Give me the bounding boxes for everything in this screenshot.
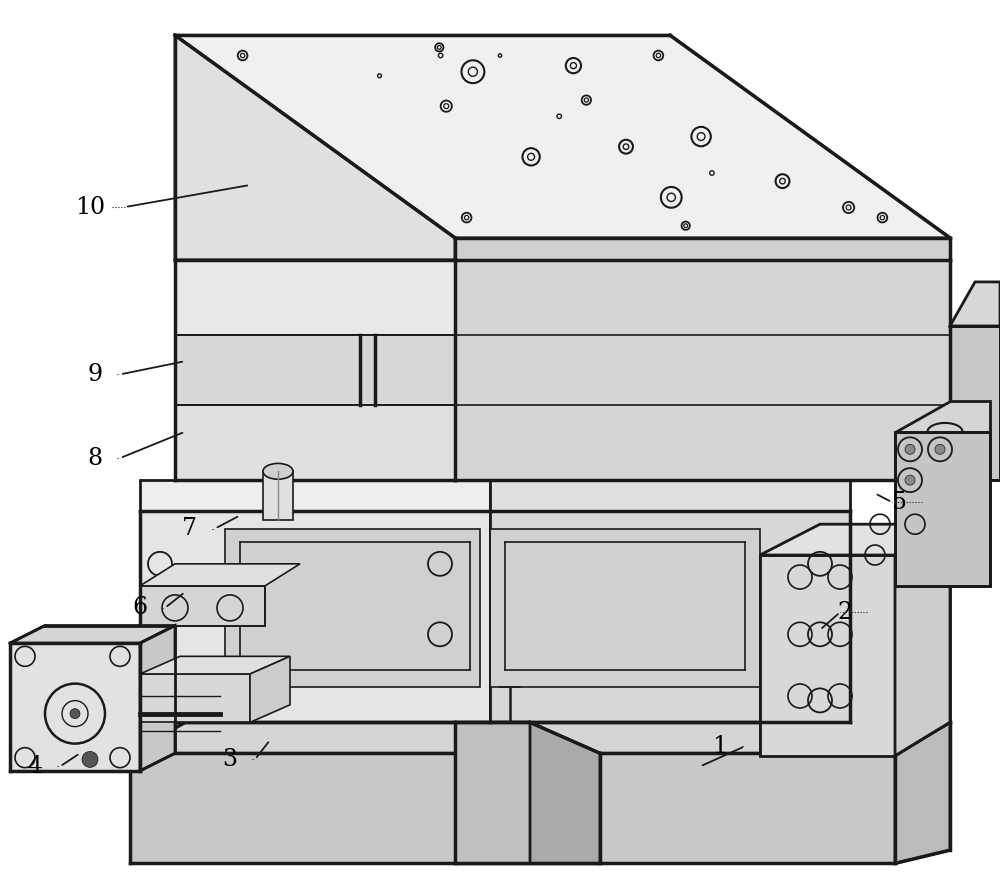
Polygon shape [490,511,850,722]
Polygon shape [225,529,480,687]
Circle shape [82,751,98,767]
Text: 10: 10 [75,196,105,218]
Text: 6: 6 [132,596,148,619]
Polygon shape [140,656,290,674]
Polygon shape [10,643,140,771]
Polygon shape [140,564,300,586]
Text: 1: 1 [712,735,728,758]
Polygon shape [455,238,950,260]
Text: 2: 2 [837,601,853,624]
Polygon shape [140,480,490,511]
Polygon shape [530,722,600,863]
Text: 4: 4 [27,755,43,778]
Polygon shape [895,432,990,586]
Polygon shape [895,524,950,756]
Text: 5: 5 [893,491,908,514]
Polygon shape [895,722,950,863]
Polygon shape [950,326,1000,480]
Text: 7: 7 [182,517,198,540]
Polygon shape [175,260,455,335]
Polygon shape [490,529,760,687]
Polygon shape [175,35,455,260]
Polygon shape [760,555,895,756]
Ellipse shape [263,463,293,479]
Polygon shape [140,511,490,722]
Polygon shape [455,722,530,863]
Polygon shape [140,586,265,626]
Polygon shape [263,471,293,520]
Polygon shape [130,722,950,753]
Polygon shape [760,524,950,555]
Polygon shape [950,282,1000,326]
Polygon shape [140,674,250,722]
Polygon shape [895,401,990,432]
Circle shape [935,444,945,455]
Text: 8: 8 [87,447,103,470]
Text: 3: 3 [222,748,238,771]
Circle shape [905,444,915,455]
Polygon shape [130,753,895,863]
Polygon shape [490,480,850,511]
Polygon shape [250,656,290,722]
Polygon shape [175,405,455,480]
Polygon shape [175,35,950,238]
Polygon shape [455,260,950,480]
Polygon shape [175,335,455,405]
Circle shape [905,475,915,485]
Polygon shape [10,626,175,643]
Polygon shape [140,626,175,771]
Text: 9: 9 [87,363,103,386]
Circle shape [70,708,80,719]
